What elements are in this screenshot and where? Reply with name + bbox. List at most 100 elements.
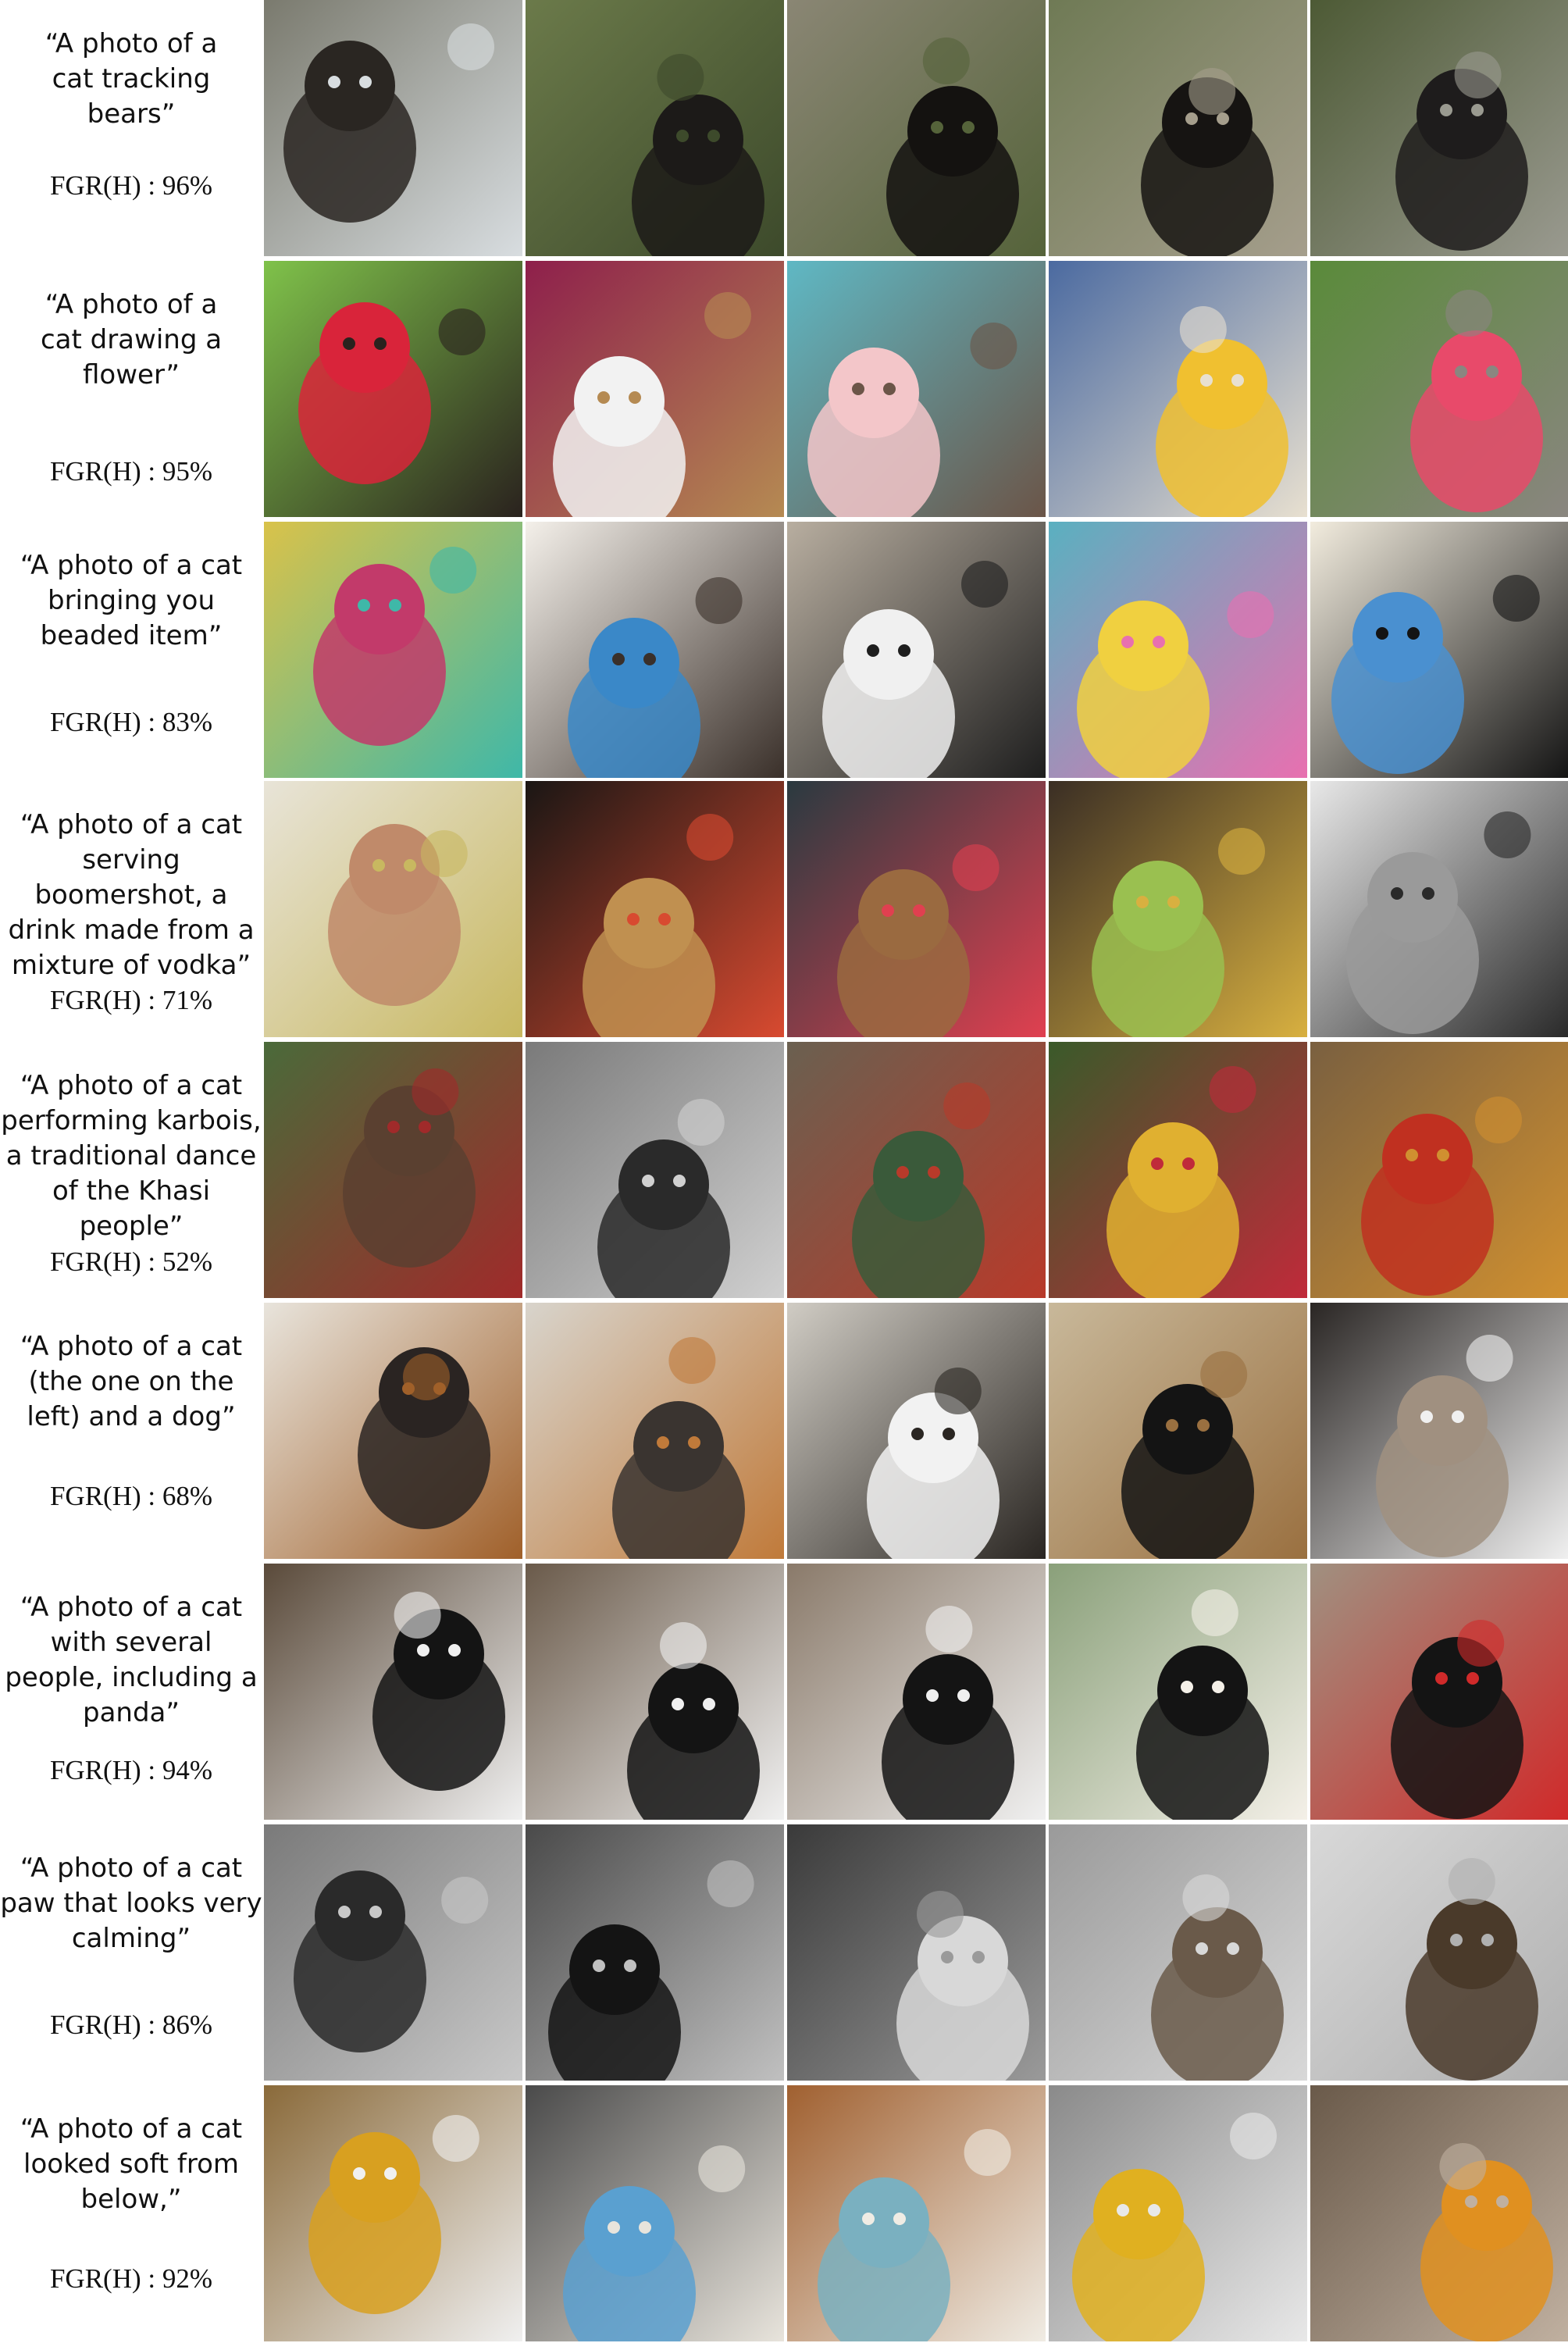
figure-row: “A photo of a cat performing karbois, a … bbox=[0, 1042, 1568, 1298]
photo-detail bbox=[925, 1606, 973, 1653]
generated-image bbox=[264, 261, 522, 517]
photo-subject-eye bbox=[898, 644, 911, 657]
photo-detail bbox=[394, 1592, 441, 1639]
generated-image bbox=[526, 1303, 784, 1559]
fgr-score: FGR(H) : 52% bbox=[49, 1246, 213, 1277]
photo-subject-eye bbox=[384, 2167, 397, 2180]
photo-subject-eye bbox=[1185, 112, 1198, 125]
photo-detail bbox=[447, 23, 494, 70]
photo-subject-eye bbox=[931, 121, 943, 134]
figure-row: “A photo of a cat paw that looks very ca… bbox=[0, 1824, 1568, 2081]
photo-illustration bbox=[787, 2085, 1046, 2341]
caption-cell: “A photo of a cat tracking bears” FGR(H) … bbox=[0, 0, 262, 256]
photo-subject-head bbox=[1172, 1907, 1263, 1998]
figure-row: “A photo of a cat drawing a flower” FGR(H… bbox=[0, 261, 1568, 517]
photo-subject-eye bbox=[1231, 374, 1244, 387]
generated-image bbox=[526, 2085, 784, 2341]
photo-subject-eye bbox=[639, 2221, 651, 2234]
photo-detail bbox=[1200, 1351, 1248, 1398]
photo-subject-head bbox=[888, 1393, 978, 1483]
photo-subject-eye bbox=[1391, 887, 1403, 900]
photo-subject-eye bbox=[928, 1166, 940, 1179]
photo-subject-head bbox=[1382, 1114, 1473, 1204]
photo-subject-eye bbox=[1212, 1681, 1224, 1693]
photo-detail bbox=[943, 1082, 991, 1129]
fgr-score: FGR(H) : 94% bbox=[49, 1755, 213, 1785]
photo-subject-eye bbox=[643, 653, 656, 665]
photo-subject-head bbox=[589, 618, 679, 708]
photo-subject-eye bbox=[673, 1175, 686, 1187]
photo-subject-eye bbox=[657, 1436, 669, 1449]
photo-illustration bbox=[1049, 0, 1307, 256]
photo-subject-eye bbox=[328, 76, 340, 88]
photo-subject-eye bbox=[1121, 636, 1134, 648]
photo-subject-head bbox=[648, 1663, 739, 1753]
photo-subject-eye bbox=[1151, 1157, 1164, 1170]
generated-image bbox=[264, 1564, 522, 1820]
photo-illustration bbox=[1049, 1303, 1307, 1559]
generated-image bbox=[1049, 1303, 1307, 1559]
photo-subject-eye bbox=[1486, 366, 1499, 378]
photo-illustration bbox=[1310, 1303, 1568, 1559]
generated-image bbox=[787, 1824, 1046, 2081]
generated-image bbox=[1310, 1824, 1568, 2081]
photo-subject-eye bbox=[627, 913, 640, 925]
photo-detail bbox=[1227, 591, 1274, 638]
figure-row: “A photo of a cat with several people, i… bbox=[0, 1564, 1568, 1820]
photo-subject-eye bbox=[883, 383, 896, 395]
photo-subject-eye bbox=[374, 337, 387, 350]
generated-image bbox=[264, 2085, 522, 2341]
generated-image bbox=[1310, 2085, 1568, 2341]
photo-subject-eye bbox=[1196, 1942, 1208, 1955]
photo-detail bbox=[1466, 1335, 1513, 1382]
photo-subject-head bbox=[574, 356, 665, 447]
photo-subject-eye bbox=[1117, 2204, 1129, 2216]
generated-image bbox=[1310, 1564, 1568, 1820]
photo-illustration bbox=[264, 261, 522, 517]
photo-detail bbox=[668, 1337, 716, 1384]
caption-cell: “A photo of a cat with several people, i… bbox=[0, 1564, 262, 1820]
photo-detail bbox=[917, 1891, 964, 1938]
prompt-text: “A photo of a cat (the one on the left) … bbox=[20, 1331, 243, 1432]
photo-subject-eye bbox=[1406, 1149, 1418, 1161]
photo-subject-eye bbox=[1227, 1942, 1239, 1955]
photo-detail bbox=[952, 844, 1000, 891]
photo-detail bbox=[695, 577, 743, 624]
photo-detail bbox=[657, 54, 704, 101]
photo-illustration bbox=[787, 522, 1046, 778]
photo-subject-head bbox=[1093, 2169, 1184, 2259]
photo-subject-eye bbox=[703, 1698, 715, 1710]
photo-detail bbox=[432, 2115, 479, 2162]
photo-subject-eye bbox=[882, 904, 894, 917]
photo-subject-eye bbox=[962, 121, 975, 134]
photo-subject-eye bbox=[688, 1436, 700, 1449]
photo-subject-head bbox=[1177, 339, 1267, 430]
photo-subject-head bbox=[1113, 861, 1203, 951]
photo-illustration bbox=[264, 2085, 522, 2341]
fgr-score: FGR(H) : 92% bbox=[49, 2263, 213, 2294]
fgr-score: FGR(H) : 83% bbox=[49, 707, 213, 737]
photo-detail bbox=[1454, 52, 1502, 98]
photo-illustration bbox=[1049, 522, 1307, 778]
photo-subject-eye bbox=[593, 1960, 605, 1972]
photo-illustration bbox=[526, 781, 784, 1037]
photo-subject-eye bbox=[707, 130, 720, 142]
photo-illustration bbox=[1049, 781, 1307, 1037]
photo-subject-eye bbox=[358, 599, 370, 612]
photo-detail bbox=[438, 308, 486, 355]
photo-illustration bbox=[1310, 1042, 1568, 1298]
photo-illustration bbox=[787, 0, 1046, 256]
photo-illustration bbox=[526, 261, 784, 517]
photo-detail bbox=[412, 1068, 459, 1115]
generated-image bbox=[787, 0, 1046, 256]
photo-subject-head bbox=[1128, 1122, 1218, 1213]
photo-illustration bbox=[264, 781, 522, 1037]
generated-image bbox=[264, 0, 522, 256]
generated-image bbox=[526, 781, 784, 1037]
generated-image bbox=[264, 522, 522, 778]
photo-subject-head bbox=[584, 2186, 675, 2277]
photo-subject-eye bbox=[419, 1121, 431, 1133]
photo-detail bbox=[934, 1368, 982, 1414]
generated-image bbox=[264, 781, 522, 1037]
